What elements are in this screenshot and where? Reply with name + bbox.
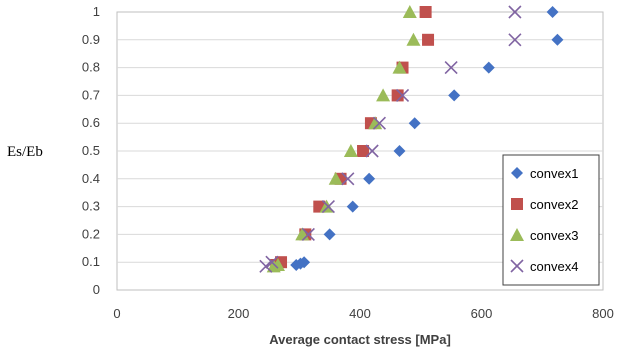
x-stroke	[508, 5, 522, 19]
x-tick-label: 0	[113, 306, 120, 321]
data-point-convex1	[551, 33, 564, 46]
x-stroke	[259, 259, 273, 273]
data-point-convex4	[508, 5, 522, 19]
legend-item-convex1: convex1	[511, 166, 578, 181]
x-stroke	[372, 116, 387, 130]
x-stroke	[321, 200, 335, 214]
data-point-convex3	[343, 144, 358, 157]
data-point-convex2	[391, 89, 404, 102]
y-tick-label: 0.1	[82, 254, 100, 269]
data-point-convex3	[392, 60, 407, 74]
legend-label-convex2: convex2	[530, 197, 578, 212]
data-point-convex2	[419, 6, 432, 18]
data-point-convex3	[406, 32, 421, 46]
data-point-convex4	[444, 61, 458, 75]
x-stroke	[265, 255, 279, 269]
y-tick-label: 0.7	[82, 87, 100, 102]
data-point-convex1	[298, 256, 311, 269]
data-point-convex4	[365, 144, 379, 158]
x-stroke	[510, 259, 524, 273]
x-tick-label: 400	[349, 306, 371, 321]
data-point-convex2	[422, 33, 435, 46]
y-tick-label: 0	[93, 282, 100, 297]
x-tick-label: 200	[228, 306, 250, 321]
x-stroke	[395, 88, 410, 102]
data-point-convex3	[328, 171, 343, 185]
y-tick-label: 1	[93, 4, 100, 19]
data-point-convex3	[270, 257, 285, 271]
data-point-convex1	[323, 228, 336, 241]
y-tick-label: 0.8	[82, 60, 100, 75]
data-point-convex4	[341, 172, 355, 186]
data-point-convex1	[408, 117, 421, 130]
series-convex4	[259, 5, 522, 273]
data-point-convex4	[265, 255, 279, 269]
data-point-convex4	[395, 88, 410, 102]
data-point-convex3	[368, 116, 383, 130]
y-tick-label: 0.2	[82, 226, 100, 241]
data-point-convex4	[321, 200, 335, 214]
y-tick-label: 0.9	[82, 32, 100, 47]
legend-item-convex4: convex4	[510, 259, 578, 274]
legend-label-convex3: convex3	[530, 228, 578, 243]
series-convex1	[290, 6, 564, 271]
data-point-convex4	[508, 33, 522, 47]
x-tick-label: 600	[471, 306, 493, 321]
data-point-convex1	[363, 172, 376, 185]
legend-item-convex3: convex3	[510, 228, 578, 243]
legend-marker-convex2	[511, 198, 523, 210]
data-point-convex3	[376, 88, 391, 102]
data-point-convex4	[372, 116, 387, 130]
data-point-convex1	[448, 89, 461, 102]
data-point-convex1	[346, 200, 359, 213]
x-stroke	[301, 227, 315, 241]
x-stroke	[365, 144, 379, 158]
x-tick-label: 800	[592, 306, 614, 321]
legend-label-convex1: convex1	[530, 166, 578, 181]
y-tick-label: 0.5	[82, 143, 100, 158]
legend-marker-convex4	[510, 259, 524, 273]
y-axis-label: Es/Eb	[7, 144, 43, 160]
x-stroke	[508, 33, 522, 47]
data-point-convex4	[301, 227, 315, 241]
y-tick-label: 0.6	[82, 115, 100, 130]
y-tick-label: 0.3	[82, 199, 100, 214]
legend-marker-convex1	[511, 167, 523, 179]
x-stroke	[341, 172, 355, 186]
y-tick-label: 0.4	[82, 171, 100, 186]
legend-label-convex4: convex4	[530, 259, 578, 274]
x-axis-label: Average contact stress [MPa]	[269, 332, 451, 347]
data-point-convex3	[402, 5, 417, 18]
data-point-convex1	[482, 61, 495, 74]
data-point-convex2	[357, 145, 370, 157]
legend-marker-convex3	[510, 228, 524, 241]
data-point-convex1	[393, 145, 406, 157]
data-point-convex1	[546, 6, 559, 18]
legend: convex1 convex2 convex3 convex4	[502, 154, 600, 286]
data-point-convex4	[259, 259, 273, 273]
legend-item-convex2: convex2	[511, 197, 578, 212]
x-stroke	[444, 61, 458, 75]
